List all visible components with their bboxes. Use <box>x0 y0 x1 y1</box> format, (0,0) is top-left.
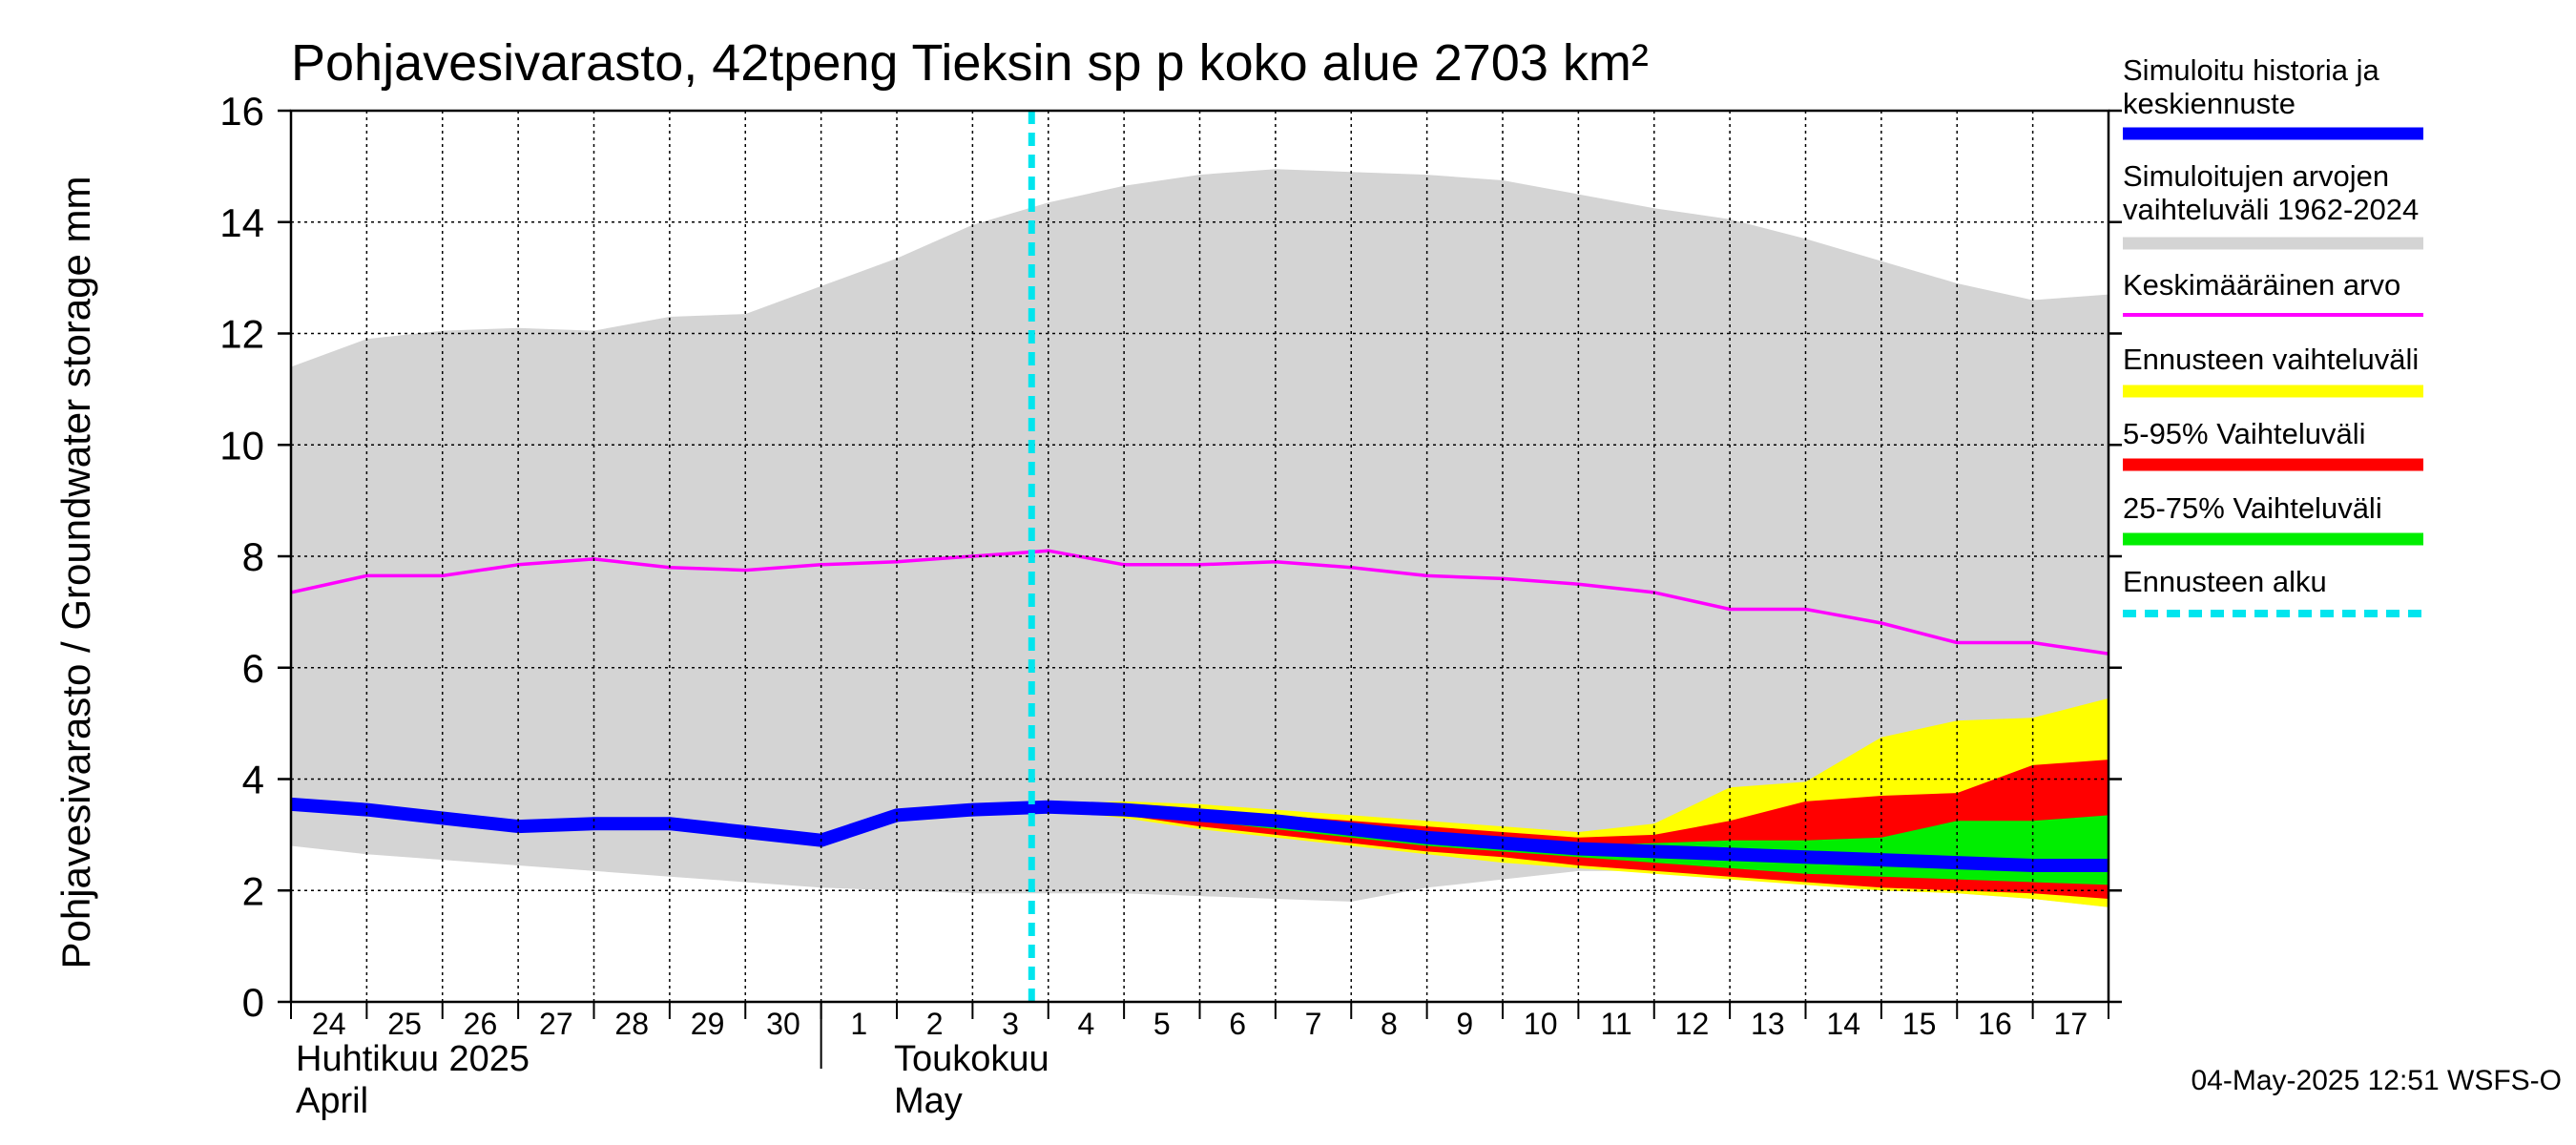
legend-item-keskim-r-inen-arvo: Keskimääräinen arvo <box>2123 268 2423 317</box>
month-label-en: May <box>894 1081 963 1121</box>
x-tick-label: 17 <box>2054 1007 2088 1041</box>
legend-label: Ennusteen alku <box>2123 565 2327 598</box>
footer-timestamp: 04-May-2025 12:51 WSFS-O <box>2192 1065 2563 1096</box>
x-tick-label: 3 <box>1002 1007 1019 1041</box>
line-simuloitu-historia-ja-keskiennuste <box>291 797 2109 872</box>
grid <box>291 111 2109 1002</box>
legend-item-ennusteen-vaihteluv-li: Ennusteen vaihteluväli <box>2123 343 2423 398</box>
y-tick-label: 2 <box>242 868 264 913</box>
x-tick-label: 12 <box>1675 1007 1710 1041</box>
x-tick-label: 10 <box>1524 1007 1558 1041</box>
x-tick-label: 29 <box>691 1007 725 1041</box>
x-tick-label: 9 <box>1456 1007 1473 1041</box>
legend-item-25-75-vaihteluv-li: 25-75% Vaihteluväli <box>2123 491 2423 546</box>
y-tick-label: 0 <box>242 980 264 1025</box>
x-tick-label: 4 <box>1078 1007 1095 1041</box>
x-tick-label: 16 <box>1978 1007 2012 1041</box>
x-tick-label: 24 <box>312 1007 346 1041</box>
x-tick-label: 8 <box>1381 1007 1398 1041</box>
x-tick-label: 2 <box>926 1007 944 1041</box>
month-label-en: April <box>296 1081 368 1121</box>
y-tick-label: 10 <box>219 423 264 468</box>
x-tick-label: 1 <box>850 1007 867 1041</box>
legend-label: 5-95% Vaihteluväli <box>2123 417 2365 450</box>
y-tick-label: 12 <box>219 312 264 357</box>
chart-title: Pohjavesivarasto, 42tpeng Tieksin sp p k… <box>291 34 1649 92</box>
y-axis-label: Pohjavesivarasto / Groundwater storage m… <box>53 176 98 968</box>
x-tick-label: 5 <box>1153 1007 1171 1041</box>
x-tick-label: 11 <box>1600 1007 1631 1041</box>
legend-label: keskiennuste <box>2123 87 2296 120</box>
month-label-fi: Huhtikuu 2025 <box>296 1039 530 1079</box>
x-tick-label: 13 <box>1751 1007 1785 1041</box>
x-tick-label: 28 <box>614 1007 649 1041</box>
month-label-fi: Toukokuu <box>894 1039 1049 1079</box>
x-tick-label: 26 <box>464 1007 498 1041</box>
y-tick-label: 4 <box>242 758 264 802</box>
y-tick-label: 16 <box>219 89 264 134</box>
legend: Simuloitu historia jakeskiennusteSimuloi… <box>2123 53 2423 617</box>
y-tick-label: 8 <box>242 534 264 579</box>
x-tick-label: 30 <box>766 1007 800 1041</box>
x-tick-labels: 24 25 26 27 28 29 30 1 2 3 4 5 6 7 8 9 10 11 12 13 14 15 16 17 <box>312 1007 2088 1041</box>
x-tick-label: 25 <box>387 1007 422 1041</box>
y-tick-label: 14 <box>219 200 264 245</box>
legend-label: Simuloitu historia ja <box>2123 53 2380 87</box>
x-tick-label: 7 <box>1305 1007 1322 1041</box>
legend-label: Simuloitujen arvojen <box>2123 159 2389 193</box>
y-tick-label: 6 <box>242 646 264 691</box>
legend-label: Ennusteen vaihteluväli <box>2123 343 2419 376</box>
x-tick-label: 27 <box>539 1007 573 1041</box>
legend-label: Keskimääräinen arvo <box>2123 268 2400 302</box>
x-tick-label: 14 <box>1826 1007 1860 1041</box>
legend-label: vaihteluväli 1962-2024 <box>2123 193 2419 226</box>
x-tick-label: 15 <box>1902 1007 1937 1041</box>
legend-item-5-95-vaihteluv-li: 5-95% Vaihteluväli <box>2123 417 2423 471</box>
legend-item-ennusteen-alku: Ennusteen alku <box>2123 565 2423 617</box>
legend-label: 25-75% Vaihteluväli <box>2123 491 2382 525</box>
x-tick-label: 6 <box>1229 1007 1246 1041</box>
